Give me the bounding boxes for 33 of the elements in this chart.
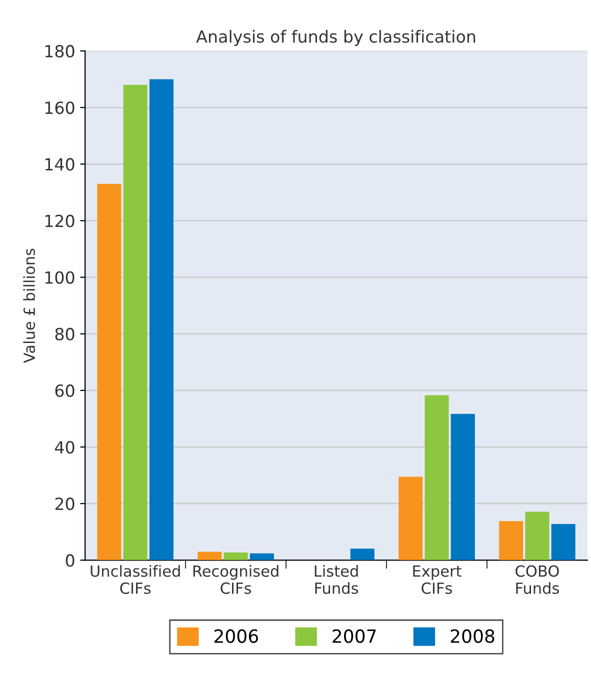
x-tick-label: COBO Funds bbox=[516, 565, 559, 594]
legend-label: 2008 bbox=[450, 629, 494, 643]
x-tick-label: Expert CIFs bbox=[413, 566, 462, 594]
y-tick-label: 180 bbox=[45, 44, 74, 58]
bar bbox=[398, 476, 423, 560]
y-tick-label: 120 bbox=[45, 214, 74, 228]
x-tick-label: Listed Funds bbox=[314, 565, 358, 594]
chart-title: Analysis of funds by classification bbox=[196, 30, 476, 46]
bar bbox=[123, 84, 148, 560]
bar bbox=[224, 552, 248, 560]
legend-label: 2006 bbox=[214, 629, 258, 643]
bar bbox=[250, 553, 274, 560]
bar bbox=[149, 79, 174, 560]
bar bbox=[525, 512, 550, 560]
y-tick-label: 60 bbox=[55, 384, 74, 397]
x-tick-label: Unclassified CIFs bbox=[90, 565, 180, 594]
x-tick-label: Recognised CIFs bbox=[193, 565, 278, 594]
bar bbox=[97, 184, 122, 560]
legend-label: 2007 bbox=[332, 629, 376, 643]
y-tick-label: 100 bbox=[45, 271, 74, 284]
y-axis-title: Value £ billions bbox=[23, 248, 36, 363]
bar bbox=[424, 395, 449, 560]
y-tick-label: 40 bbox=[54, 440, 74, 454]
bar bbox=[551, 524, 576, 560]
y-tick-label: 140 bbox=[45, 158, 74, 171]
bar bbox=[350, 548, 374, 560]
bar bbox=[499, 521, 524, 560]
bar bbox=[450, 414, 475, 560]
y-tick-label: 160 bbox=[45, 101, 74, 114]
y-tick-label: 20 bbox=[55, 498, 74, 510]
y-tick-label: 80 bbox=[55, 328, 74, 340]
bar bbox=[198, 552, 222, 560]
y-tick-label: 0 bbox=[66, 554, 74, 567]
